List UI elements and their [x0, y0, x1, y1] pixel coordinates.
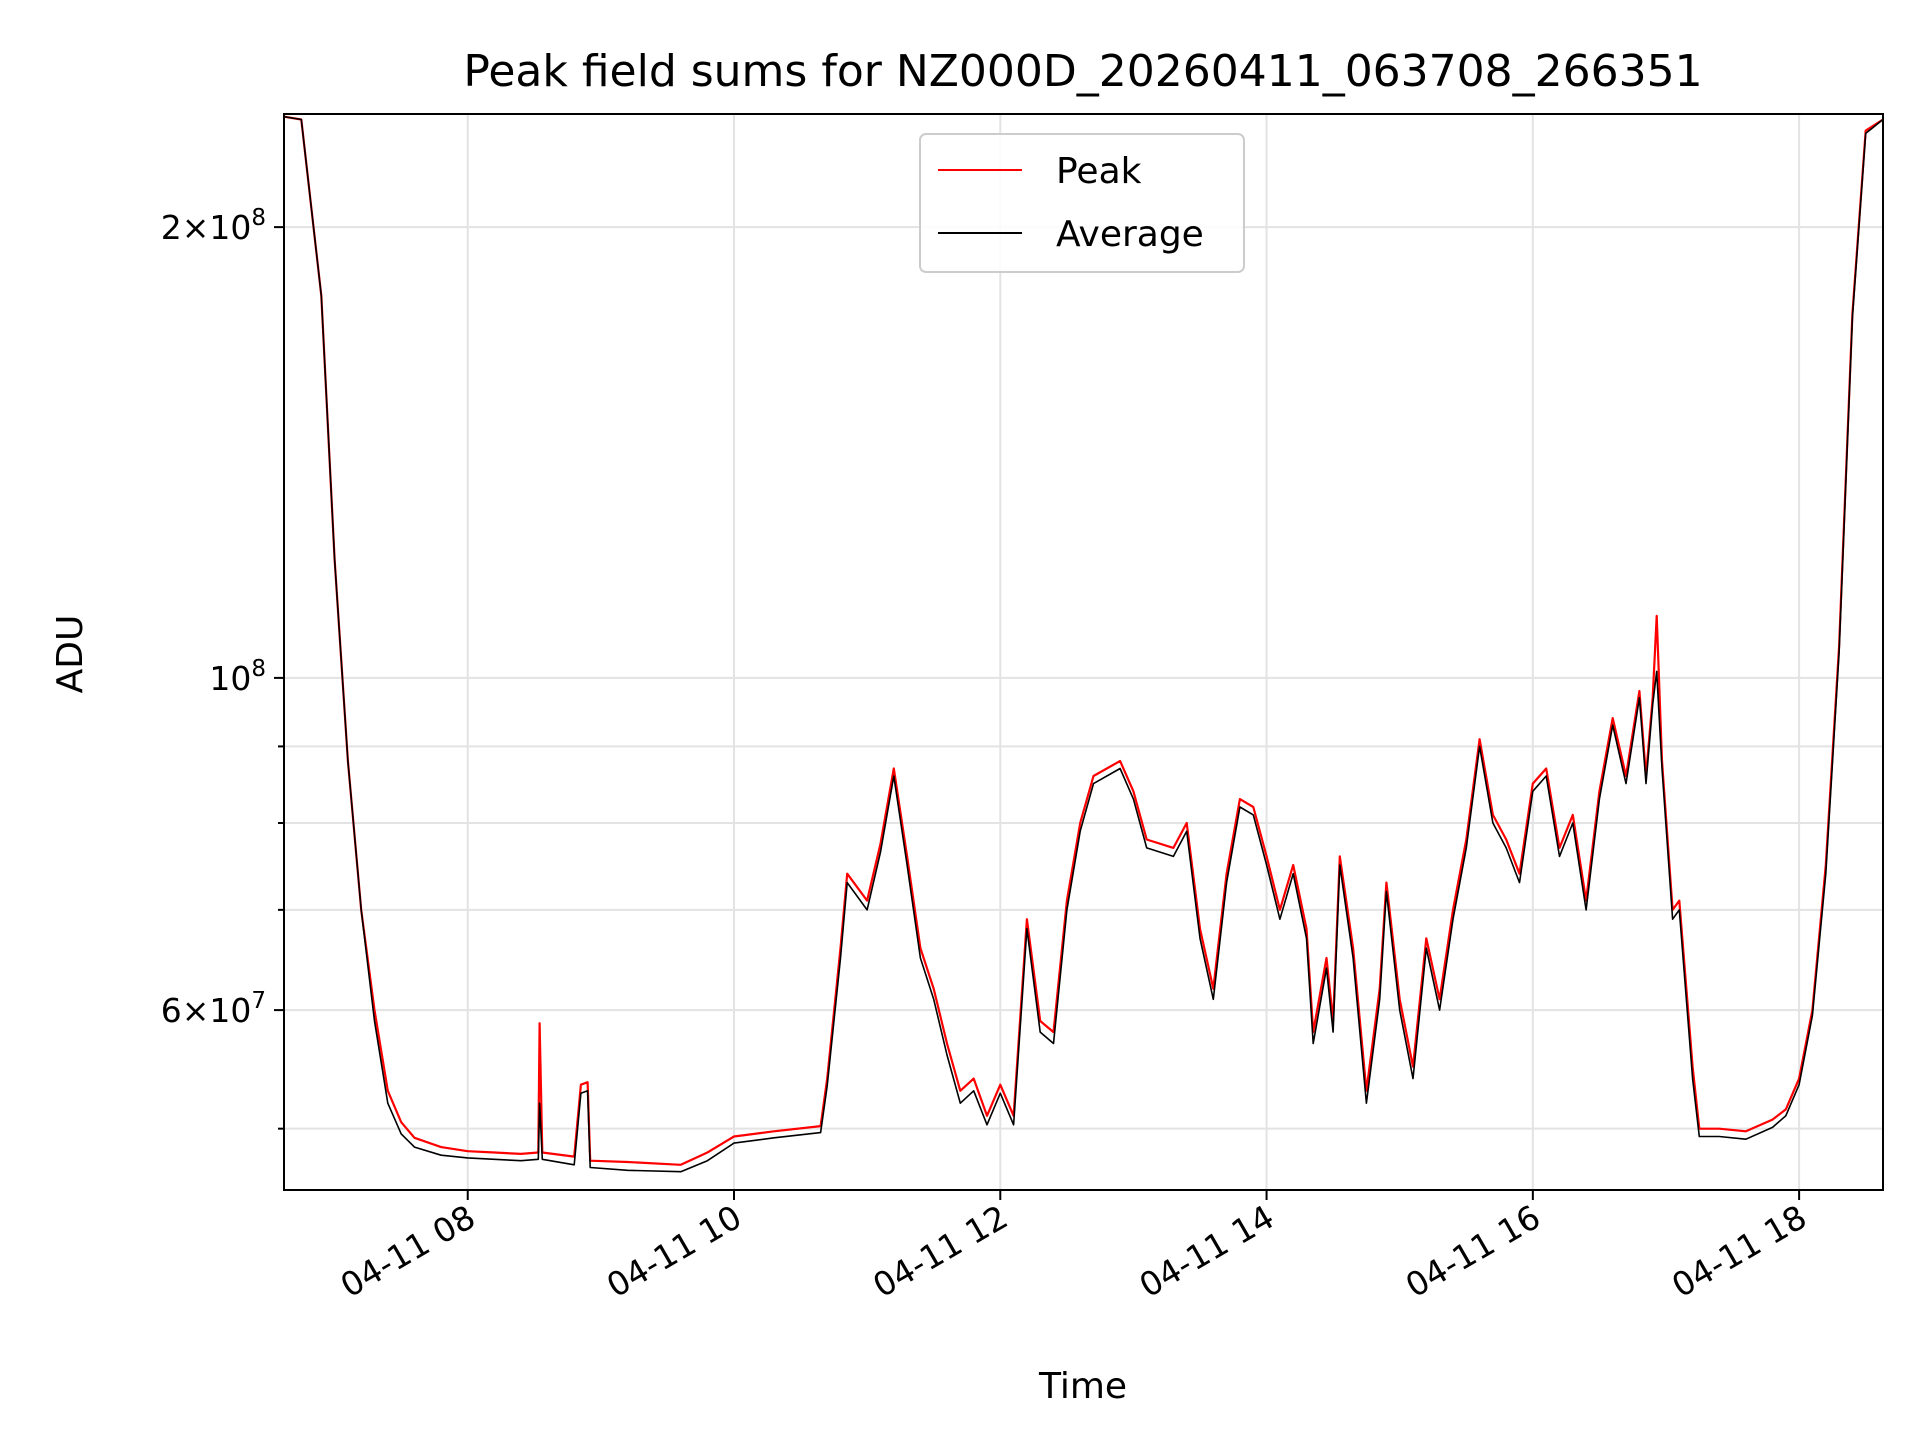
x-tick-label: 04-11 14: [1133, 1197, 1281, 1305]
legend-box: [919, 133, 1245, 273]
x-tick-label: 04-11 16: [1399, 1197, 1547, 1305]
y-tick-label: 6×107: [161, 988, 266, 1030]
plot-frame: [283, 113, 1884, 1191]
x-tick-label: 04-11 12: [866, 1197, 1014, 1305]
x-tick-label: 04-11 18: [1665, 1197, 1813, 1305]
legend-label-peak: Peak: [1056, 151, 1142, 192]
grid-lines: [284, 114, 1883, 1190]
series-lines: [283, 115, 1884, 1173]
y-tick-label: 108: [209, 656, 266, 698]
x-axis-label: Time: [1038, 1366, 1127, 1407]
series-line-average: [283, 115, 1884, 1173]
x-tick-label: 04-11 08: [334, 1197, 482, 1305]
x-tick-label: 04-11 10: [600, 1197, 748, 1305]
legend: Peak Average: [919, 133, 1245, 273]
y-axis-label: ADU: [50, 615, 91, 694]
chart-title: Peak field sums for NZ000D_20260411_0637…: [463, 46, 1702, 97]
legend-label-average: Average: [1056, 214, 1204, 255]
series-line-peak: [283, 115, 1884, 1166]
y-tick-label: 2×108: [161, 205, 266, 247]
